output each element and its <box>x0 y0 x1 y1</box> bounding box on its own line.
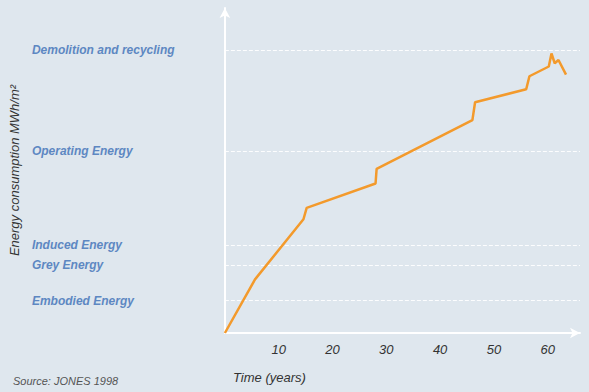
svg-text:Time (years): Time (years) <box>233 370 306 385</box>
svg-text:Energy consumption MWh/m²: Energy consumption MWh/m² <box>7 84 22 256</box>
svg-text:20: 20 <box>324 342 340 357</box>
svg-text:Operating Energy: Operating Energy <box>32 144 134 158</box>
svg-text:Induced Energy: Induced Energy <box>32 238 123 252</box>
svg-text:Grey Energy: Grey Energy <box>32 258 105 272</box>
svg-text:60: 60 <box>540 342 555 357</box>
svg-text:Demolition and recycling: Demolition and recycling <box>32 43 175 57</box>
svg-text:10: 10 <box>271 342 286 357</box>
svg-text:40: 40 <box>433 342 448 357</box>
svg-text:Source: JONES 1998: Source: JONES 1998 <box>13 375 119 387</box>
svg-text:50: 50 <box>487 342 502 357</box>
svg-text:Embodied Energy: Embodied Energy <box>32 294 135 308</box>
svg-text:30: 30 <box>379 342 394 357</box>
